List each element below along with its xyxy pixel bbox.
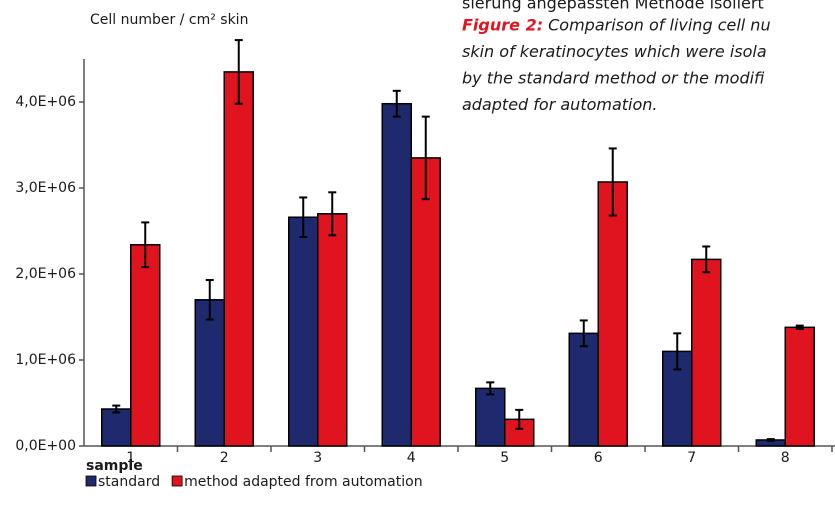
error-bar: [421, 115, 430, 201]
error-bar: [299, 196, 308, 239]
error-bar: [205, 279, 214, 321]
x-tick-label: 5: [500, 450, 509, 466]
legend-label: standard: [98, 474, 160, 490]
y-tick-label: 4,0E+06: [15, 94, 76, 110]
error-bar: [392, 89, 401, 118]
bar: [130, 244, 161, 447]
error-bar: [515, 408, 524, 430]
bar: [288, 216, 319, 447]
bar: [410, 157, 441, 447]
error-bar: [766, 438, 775, 442]
x-tick-label: 6: [594, 450, 603, 466]
bar: [317, 213, 348, 447]
y-tick-label: 0,0E+00: [15, 438, 76, 454]
caption-figure-label: Figure 2:: [462, 16, 543, 35]
caption-line: Comparison of living cell nu: [548, 16, 770, 35]
y-axis-label: Cell number / cm² skin: [90, 12, 248, 28]
x-tick-label: 3: [313, 450, 322, 466]
bar: [381, 102, 412, 447]
error-bar: [486, 381, 495, 396]
error-bar: [579, 319, 588, 348]
error-bar: [112, 404, 121, 414]
x-tick-label: 2: [220, 450, 229, 466]
x-tick-label: 1: [126, 450, 135, 466]
error-bar: [702, 245, 711, 274]
legend-label: method adapted from automation: [184, 474, 422, 490]
bar: [223, 71, 254, 447]
caption-line: skin of keratinocytes which were isola: [462, 42, 767, 61]
bar: [194, 299, 225, 447]
legend-swatch: [171, 475, 183, 487]
bar: [784, 326, 815, 447]
x-axis-label: sample: [86, 458, 143, 474]
caption-line: by the standard method or the modifi: [462, 69, 765, 88]
y-tick-label: 3,0E+06: [15, 180, 76, 196]
y-tick-label: 1,0E+06: [15, 352, 76, 368]
error-bar: [328, 191, 337, 237]
bar: [691, 258, 722, 447]
error-bar: [608, 147, 617, 217]
x-tick-label: 7: [687, 450, 696, 466]
error-bar: [141, 221, 150, 269]
bar: [568, 332, 599, 447]
bar: [475, 387, 506, 447]
y-tick-label: 2,0E+06: [15, 266, 76, 282]
error-bar: [234, 39, 243, 105]
caption-top-line: sierung angepassten Methode isoliert: [462, 0, 764, 13]
caption-line: adapted for automation.: [462, 95, 658, 114]
x-tick-label: 8: [781, 450, 790, 466]
error-bar: [673, 332, 682, 371]
error-bar: [795, 324, 804, 331]
x-tick-label: 4: [407, 450, 416, 466]
bar: [597, 181, 628, 447]
legend-swatch: [85, 475, 97, 487]
bar: [101, 408, 132, 447]
